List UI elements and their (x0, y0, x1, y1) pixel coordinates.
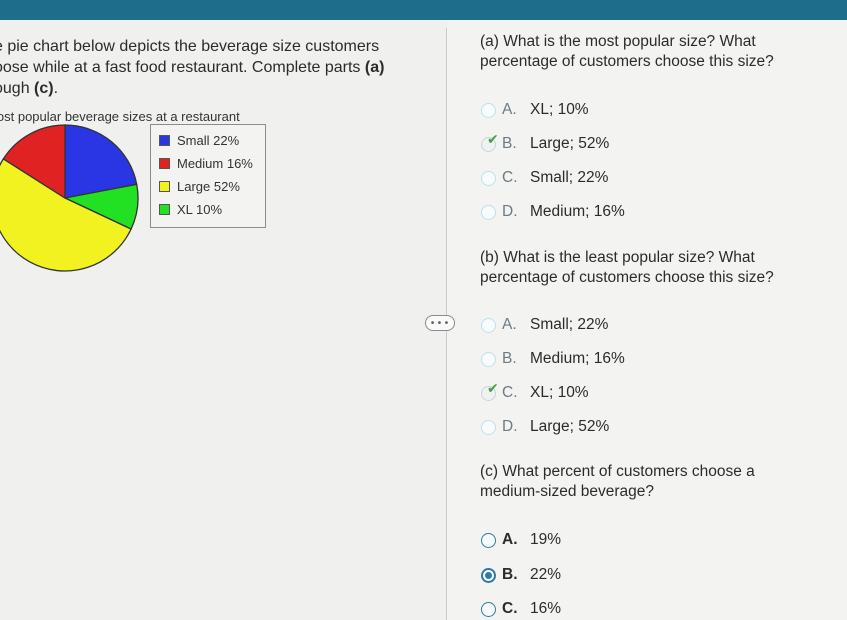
legend-item-large: Large 52% (159, 179, 240, 194)
question-c-option-a[interactable]: A. 19% (481, 529, 561, 551)
intro-line-1: e pie chart below depicts the beverage s… (0, 38, 380, 55)
checkmark-icon: ✔ (487, 131, 499, 148)
top-bar (0, 0, 847, 20)
intro-text: e pie chart below depicts the beverage s… (0, 36, 414, 99)
chart-legend: Small 22% Medium 16% Large 52% XL 10% (150, 124, 266, 228)
pie-chart (0, 124, 139, 272)
question-c-option-c[interactable]: C. 16% (481, 598, 561, 620)
radio-icon[interactable] (481, 102, 496, 118)
checkmark-icon: ✔ (487, 380, 499, 397)
radio-icon[interactable] (481, 204, 496, 220)
radio-icon[interactable] (481, 170, 496, 186)
question-b-text: (b) What is the least popular size? What… (480, 249, 774, 286)
intro-line-2: oose while at a fast food restaurant. Co… (0, 59, 385, 76)
resize-handle[interactable]: ••• (425, 315, 455, 331)
radio-selected-icon[interactable] (481, 567, 496, 583)
intro-line-3: ough (c). (0, 80, 59, 97)
radio-icon[interactable] (481, 351, 496, 367)
question-a-option-b[interactable]: ✔ B. Large; 52% (481, 132, 609, 155)
question-b-option-c[interactable]: ✔ C. XL; 10% (481, 381, 589, 404)
question-b-option-d[interactable]: D. Large; 52% (481, 416, 609, 438)
legend-item-medium: Medium 16% (159, 156, 253, 171)
legend-swatch-xl (159, 204, 170, 215)
legend-swatch-small (159, 135, 170, 146)
radio-icon[interactable] (481, 532, 496, 548)
radio-icon[interactable] (481, 419, 496, 435)
radio-icon[interactable] (481, 601, 496, 617)
question-c-option-b[interactable]: B. 22% (481, 564, 561, 586)
radio-icon[interactable]: ✔ (481, 132, 499, 152)
legend-item-small: Small 22% (159, 133, 239, 148)
legend-item-xl: XL 10% (159, 202, 222, 217)
question-a-text: (a) What is the most popular size? What … (480, 33, 774, 70)
question-b-option-b[interactable]: B. Medium; 16% (481, 348, 625, 370)
pie-slice-large (0, 157, 132, 272)
question-a-option-a[interactable]: A. XL; 10% (481, 99, 589, 121)
question-b-option-a[interactable]: A. Small; 22% (481, 314, 608, 336)
pie-slice-small (64, 124, 138, 199)
left-pane (0, 20, 447, 620)
question-c-text: (c) What percent of customers choose a m… (480, 463, 755, 500)
legend-swatch-medium (159, 158, 170, 169)
radio-icon[interactable] (481, 317, 496, 333)
chart-title: lost popular beverage sizes at a restaur… (0, 109, 240, 124)
pie-slice-medium (2, 124, 66, 200)
radio-icon[interactable]: ✔ (481, 381, 499, 401)
legend-swatch-large (159, 181, 170, 192)
question-a-option-c[interactable]: C. Small; 22% (481, 167, 608, 189)
question-a-option-d[interactable]: D. Medium; 16% (481, 201, 625, 223)
right-pane (447, 20, 847, 620)
